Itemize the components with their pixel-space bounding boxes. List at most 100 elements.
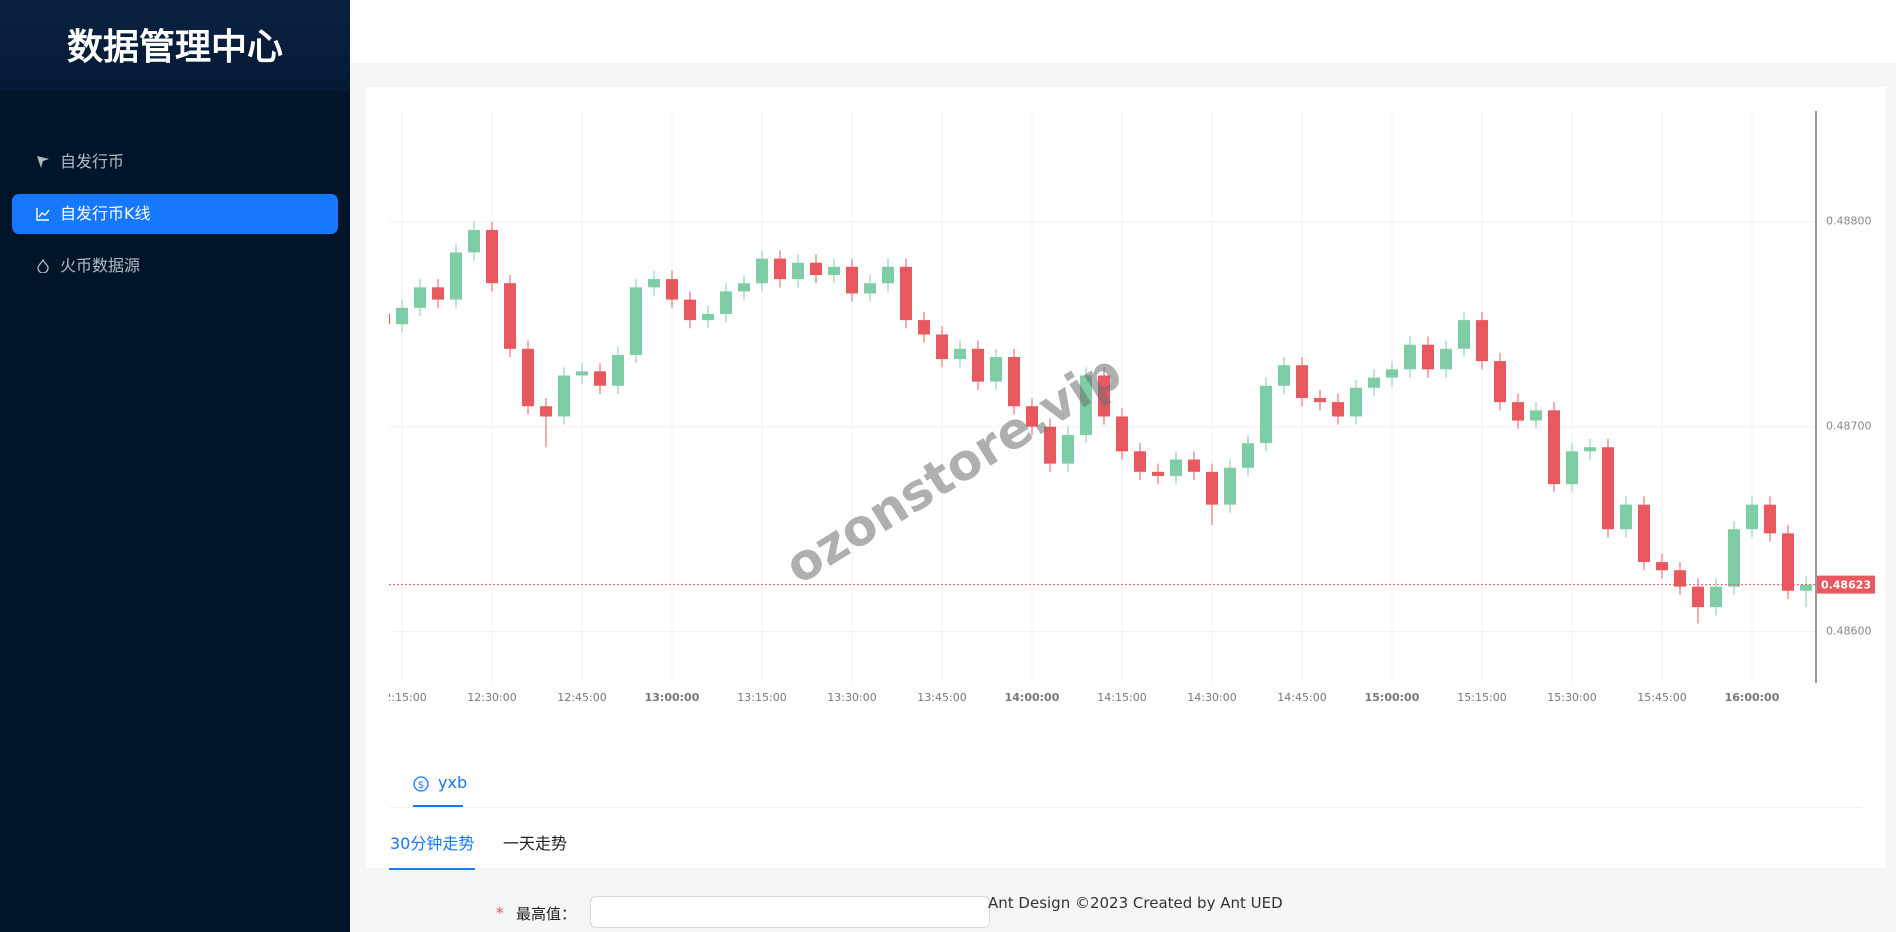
candle-body: [738, 283, 750, 292]
input[interactable]: [590, 896, 990, 928]
candle-body: [720, 291, 732, 314]
sidebar: 数据管理中心 自发行币 自发行币K线 火币数据源: [0, 0, 350, 932]
candle-body: [918, 320, 930, 335]
last-price-label: 0.48623: [1821, 579, 1871, 592]
candle-body: [1566, 451, 1578, 485]
x-tick-label: 15:15:00: [1457, 691, 1506, 704]
candle-body: [1044, 426, 1056, 464]
candle-body: [684, 299, 696, 321]
candle-body: [1638, 504, 1650, 563]
candle-body: [1728, 529, 1740, 587]
candle-body: [1422, 344, 1434, 370]
candle-body: [864, 283, 876, 294]
icon: [36, 208, 50, 221]
x-tick-label: 15:00:00: [1365, 691, 1420, 704]
candle-body: [1206, 471, 1218, 505]
candle-body: [1674, 570, 1686, 587]
x-tick-label: 13:15:00: [737, 691, 786, 704]
x-tick-label: 13:30:00: [827, 691, 876, 704]
candle-body: [450, 252, 462, 300]
candle-body: [1602, 447, 1614, 530]
candle-body: [1386, 369, 1398, 378]
candle-body: [702, 313, 714, 321]
tab-ink: [389, 868, 475, 870]
candle-body: [1296, 365, 1308, 399]
candle-body: [612, 354, 624, 386]
icon: [37, 259, 49, 273]
candle-body: [1224, 467, 1236, 505]
candle-body: [1080, 375, 1092, 435]
x-tick-label: 13:00:00: [645, 691, 700, 704]
candle-body: [1026, 406, 1038, 427]
candle-body: [1656, 562, 1668, 571]
candle-body: [1278, 365, 1290, 386]
candle-body: [882, 266, 894, 284]
period-tab[interactable]: 一天走势: [503, 834, 568, 853]
x-tick-label: 14:00:00: [1005, 691, 1060, 704]
candle-body: [1170, 459, 1182, 476]
candle-body: [1008, 357, 1020, 407]
coin-icon: $: [413, 776, 429, 792]
candle-body: [630, 287, 642, 355]
candle-body: [396, 307, 408, 325]
candle-body: [1800, 584, 1812, 591]
candle-body: [558, 375, 570, 417]
app-title: 数据管理中心: [0, 0, 350, 91]
x-tick-label: 14:45:00: [1277, 691, 1326, 704]
candle-body: [1548, 410, 1560, 485]
top-bar: [350, 0, 1896, 63]
candle-body: [1116, 416, 1128, 452]
candle-body: [1584, 447, 1596, 452]
coin-tab[interactable]: yxb: [438, 773, 468, 792]
candle-body: [1134, 451, 1146, 472]
candle-body: [1260, 385, 1272, 444]
form-label: 最高值：: [516, 905, 577, 923]
candle-body: [1062, 434, 1074, 464]
menu-item[interactable]: 火币数据源: [12, 246, 338, 286]
candle-body: [540, 406, 552, 417]
menu-item[interactable]: 自发行币: [12, 142, 338, 182]
candle-body: [432, 287, 444, 300]
x-tick-label: 12:45:00: [557, 691, 606, 704]
candle-body: [1476, 320, 1488, 362]
candle-body: [1404, 344, 1416, 370]
candle-body: [1350, 387, 1362, 417]
candle-body: [846, 266, 858, 294]
chart-card: $ yxb 30分钟走势 一天走势: [366, 87, 1886, 870]
candle-body: [774, 258, 786, 280]
candle-body: [1152, 471, 1164, 476]
candle-body: [414, 287, 426, 308]
x-tick-label: 12:15:00: [377, 691, 426, 704]
last-price-box: [1817, 575, 1875, 594]
candle-body: [1620, 504, 1632, 530]
candle-body: [936, 334, 948, 360]
candle-body: [1242, 443, 1254, 468]
y-tick-label: 0.48800: [1826, 215, 1872, 228]
y-tick-label: 0.48700: [1826, 420, 1872, 433]
menu-label: 自发行币: [60, 152, 125, 171]
candle-body: [1314, 398, 1326, 403]
candle-body: [1458, 320, 1470, 349]
candle-body: [1692, 586, 1704, 608]
candle-body: [810, 262, 822, 276]
menu-label: 火币数据源: [60, 256, 141, 275]
x-tick-label: 16:00:00: [1725, 691, 1780, 704]
watermark: ozonstore.vip: [775, 343, 1132, 596]
candle-body: [990, 357, 1002, 382]
candle-body: [954, 348, 966, 360]
period-tab[interactable]: 30分钟走势: [390, 834, 475, 853]
candle-body: [1530, 410, 1542, 421]
footer: Ant Design ©2023 Created by Ant UED: [988, 894, 1283, 912]
x-tick-label: 14:30:00: [1187, 691, 1236, 704]
candle-body: [522, 348, 534, 407]
candle-body: [389, 313, 390, 325]
tab-ink: [413, 805, 463, 807]
icon: [37, 156, 49, 168]
svg-text:$: $: [418, 780, 424, 791]
candle-body: [1764, 504, 1776, 534]
candle-body: [1782, 533, 1794, 591]
candle-body: [1098, 375, 1110, 417]
menu-item[interactable]: 自发行币K线: [12, 194, 338, 234]
candle-body: [756, 258, 768, 284]
